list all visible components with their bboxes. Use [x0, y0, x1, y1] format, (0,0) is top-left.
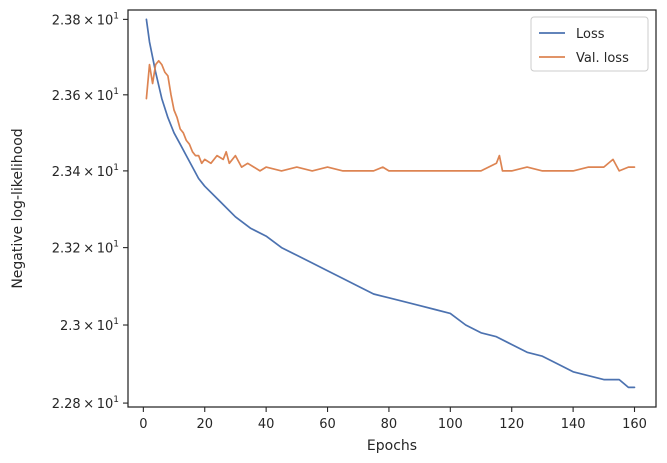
legend-label: Loss [576, 27, 605, 42]
series-line-loss [145, 18, 636, 389]
legend: Loss Val. loss [530, 16, 649, 72]
y-tick-label: 2.32 × 101 [52, 240, 119, 257]
y-tick-label: 2.36 × 101 [52, 87, 119, 104]
y-tick-label: 2.3 × 101 [60, 317, 119, 334]
x-tick-label: 100 [438, 417, 463, 432]
x-tick-label: 60 [319, 417, 336, 432]
y-tick-label: 2.28 × 101 [52, 395, 119, 412]
x-tick-label: 80 [381, 417, 398, 432]
x-axis: 0 20 40 60 80 100 120 140 160 [139, 407, 647, 432]
legend-label: Val. loss [576, 51, 629, 66]
x-tick-label: 40 [258, 417, 275, 432]
x-tick-label: 0 [139, 417, 147, 432]
y-axis: 2.28 × 101 2.3 × 101 2.32 × 101 2.34 × 101 2… [52, 11, 128, 412]
x-tick-label: 140 [561, 417, 586, 432]
series-line-val-loss [145, 59, 636, 172]
y-axis-label: Negative log-likelihood [10, 128, 26, 288]
y-tick-label: 2.38 × 101 [52, 11, 119, 28]
x-axis-label: Epochs [367, 438, 417, 454]
x-tick-label: 120 [499, 417, 524, 432]
x-tick-label: 20 [196, 417, 213, 432]
y-tick-label: 2.34 × 101 [52, 163, 119, 180]
plot-area [127, 9, 657, 408]
series-lines [145, 18, 636, 389]
x-tick-label: 160 [622, 417, 647, 432]
